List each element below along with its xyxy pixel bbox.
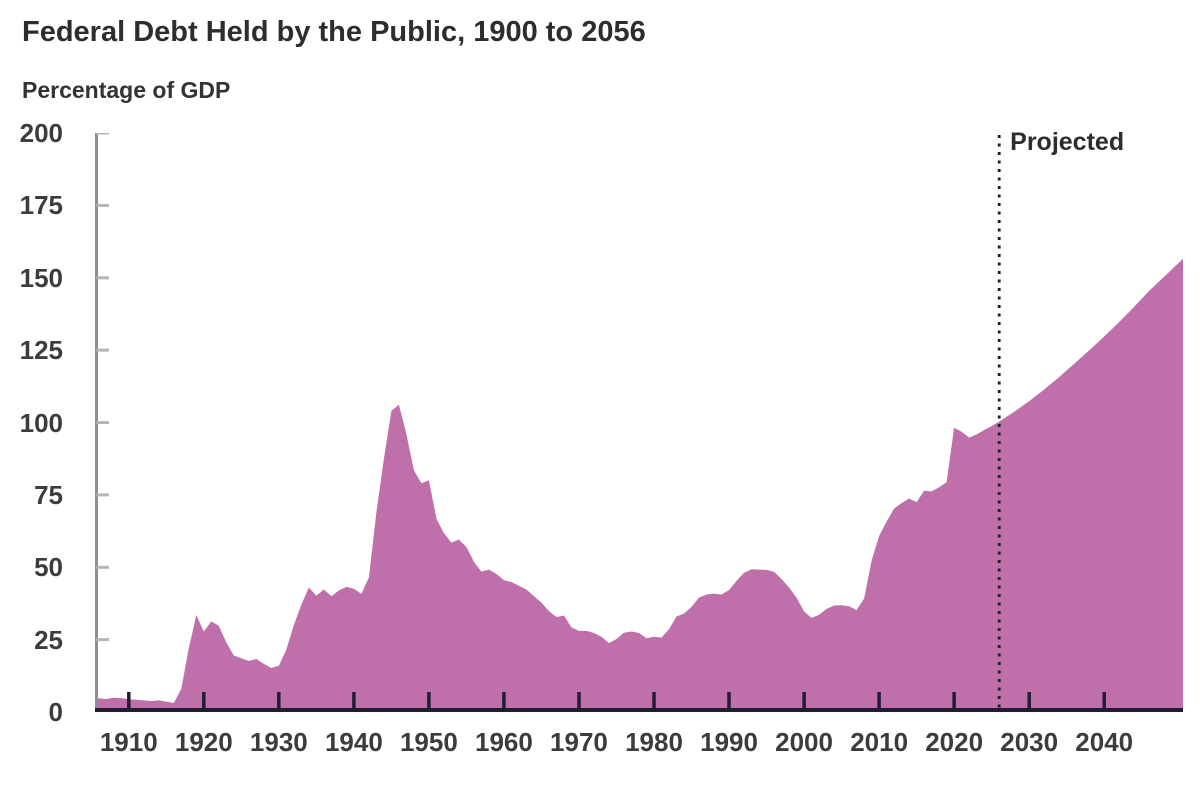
x-tick-label: 1930 (249, 727, 308, 757)
x-tick-label: 1970 (550, 727, 608, 757)
debt-area-series (95, 258, 1183, 712)
y-tick-label: 50 (34, 552, 63, 583)
projected-label: Projected (1010, 128, 1125, 156)
x-tick-label: 2010 (850, 727, 909, 757)
x-tick-label: 1920 (174, 727, 233, 757)
x-tick-label: 1940 (324, 727, 383, 757)
x-tick-label: 2020 (925, 727, 984, 757)
y-tick-label: 100 (19, 407, 63, 438)
x-tick-label: 1960 (475, 727, 533, 757)
y-tick-label: 150 (19, 262, 63, 293)
y-tick-label: 175 (19, 190, 63, 221)
x-tick-label: 1910 (99, 727, 158, 757)
y-axis-title: Percentage of GDP (22, 77, 231, 103)
x-tick-marks (127, 692, 1106, 710)
plot-area (95, 133, 1183, 712)
y-tick-label: 0 (48, 697, 63, 727)
y-tick-label: 200 (19, 118, 63, 148)
x-tick-label: 2000 (775, 727, 833, 757)
x-tick-label: 1950 (399, 727, 458, 757)
x-tick-label: 1980 (625, 727, 683, 757)
y-tick-label: 75 (34, 479, 63, 510)
y-tick-marks (96, 133, 109, 642)
y-tick-label: 125 (19, 335, 63, 366)
x-tick-label: 2030 (1000, 727, 1059, 757)
chart-title: Federal Debt Held by the Public, 1900 to… (22, 16, 646, 48)
y-tick-label: 25 (34, 624, 63, 655)
x-tick-label: 1990 (700, 727, 758, 757)
x-tick-label: 2040 (1075, 727, 1134, 757)
